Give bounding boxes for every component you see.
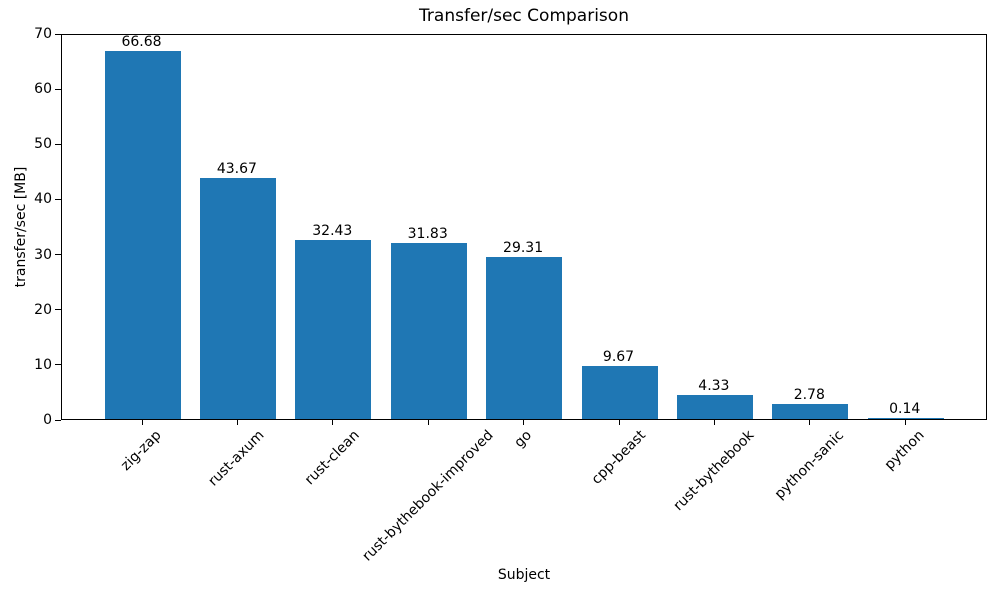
y-axis-label: transfer/sec [MB]	[13, 166, 29, 288]
y-tick	[55, 88, 61, 90]
x-tick	[236, 420, 238, 425]
y-tick-label: 20	[34, 301, 52, 318]
x-tick	[904, 420, 906, 425]
bar-value-label: 32.43	[312, 223, 353, 239]
y-tick	[55, 309, 61, 311]
bar	[867, 418, 944, 419]
bar-value-label: 29.31	[503, 240, 544, 256]
bar-value-label: 2.78	[793, 387, 825, 403]
x-tick-label: cpp-beast	[588, 427, 649, 488]
bar	[581, 366, 658, 419]
x-tick-label: rust-axum	[205, 427, 268, 490]
bar	[199, 178, 276, 419]
y-tick-label: 0	[43, 412, 52, 428]
bar	[772, 404, 849, 419]
bar-value-label: 66.68	[121, 34, 162, 50]
x-tick-label: python	[881, 427, 928, 474]
bar	[295, 240, 372, 419]
bar	[676, 395, 753, 419]
y-tick	[55, 254, 61, 256]
y-tick-label: 10	[34, 356, 52, 373]
x-tick	[618, 420, 620, 425]
x-tick-label: python-sanic	[771, 427, 848, 503]
bar-value-label: 0.14	[889, 401, 921, 417]
x-tick	[713, 420, 715, 425]
bar	[390, 243, 467, 419]
chart-title: Transfer/sec Comparison	[419, 6, 629, 26]
y-tick	[55, 198, 61, 200]
x-tick-label: rust-bythebook-improved	[359, 427, 497, 565]
x-tick-label: go	[511, 427, 536, 451]
bar-value-label: 4.33	[698, 378, 730, 394]
x-axis-label: Subject	[497, 567, 551, 583]
y-tick-label: 60	[34, 81, 52, 98]
x-tick-label: rust-bythebook	[670, 427, 758, 515]
y-tick	[55, 364, 61, 366]
bar-value-label: 9.67	[602, 349, 635, 365]
x-tick	[427, 420, 429, 425]
y-tick-label: 50	[34, 136, 52, 153]
y-tick-label: 40	[34, 191, 52, 208]
y-tick-label: 30	[34, 246, 52, 263]
bar	[486, 257, 563, 419]
x-tick	[332, 420, 334, 425]
x-tick-label: rust-clean	[301, 427, 363, 489]
plot-area	[61, 34, 987, 420]
y-tick-label: 70	[34, 26, 52, 42]
x-tick-label: zig-zap	[118, 427, 165, 474]
bar	[104, 51, 181, 419]
x-tick	[523, 420, 525, 425]
bar-value-label: 43.67	[216, 161, 257, 177]
y-tick	[55, 419, 61, 421]
bar-value-label: 31.83	[407, 226, 448, 242]
y-tick	[55, 33, 61, 35]
y-tick	[55, 143, 61, 145]
x-tick	[141, 420, 143, 425]
x-tick	[809, 420, 811, 425]
